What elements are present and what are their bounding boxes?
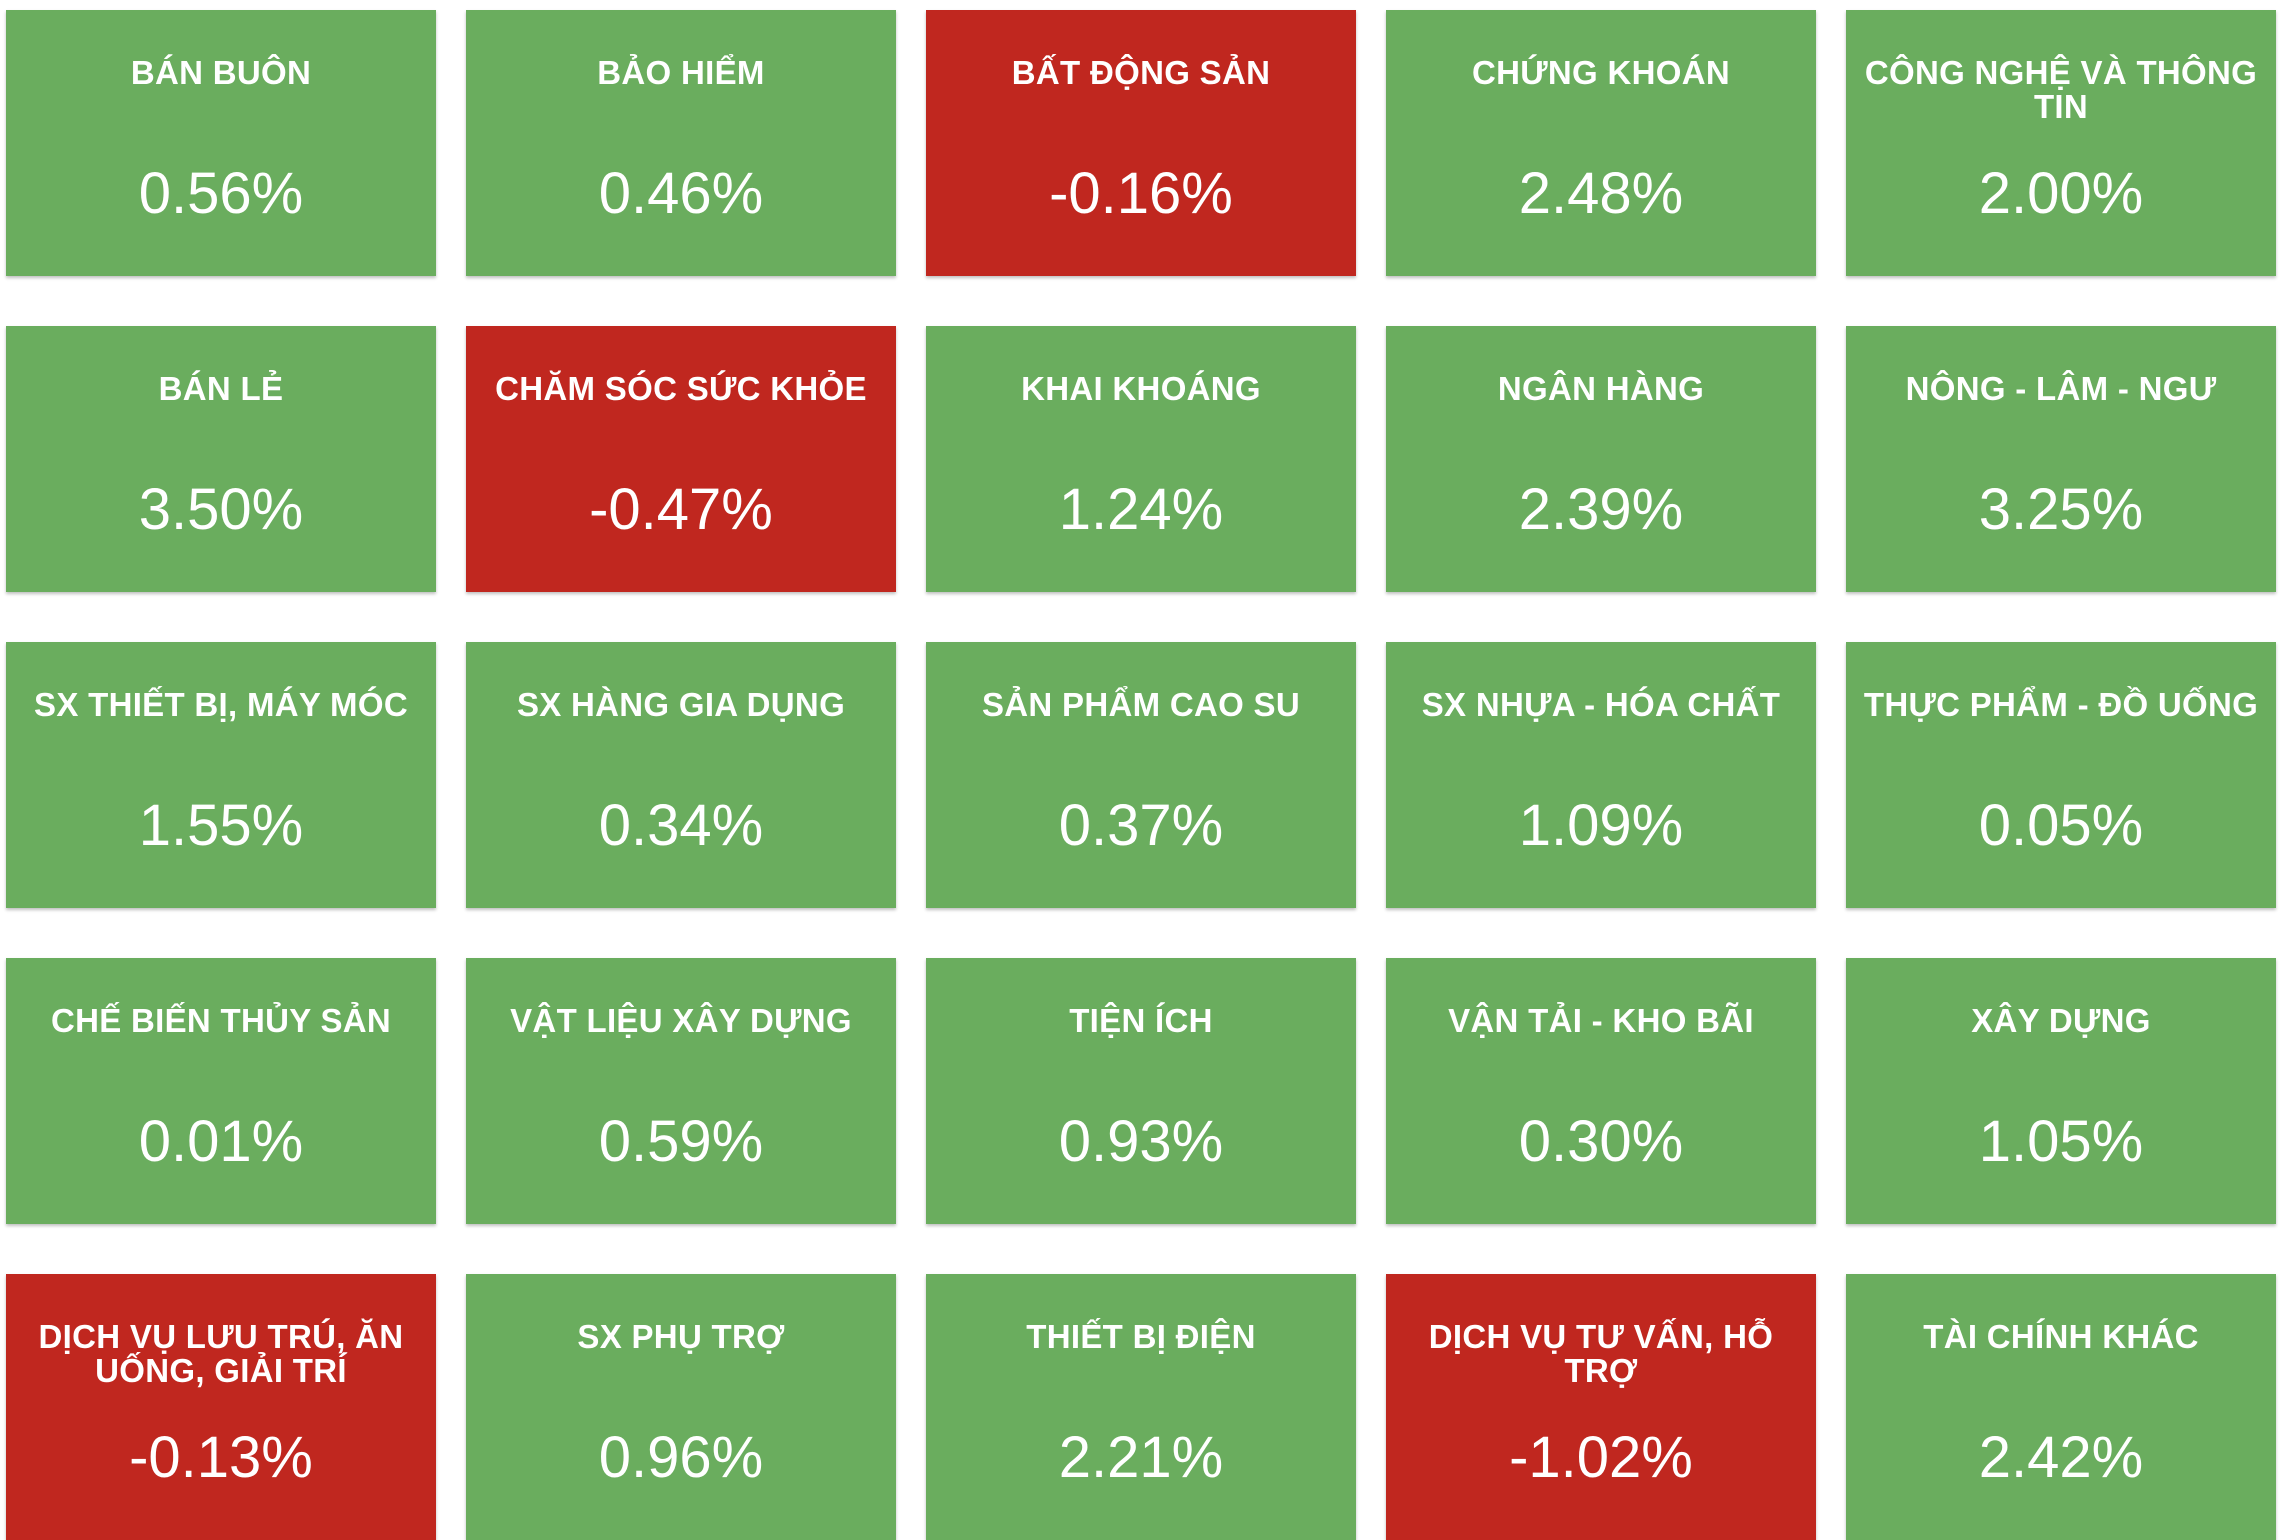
sector-change: 0.30% — [1518, 1109, 1684, 1174]
sector-tile[interactable]: BẢO HIỂM 0.46% — [466, 10, 896, 276]
sector-tile[interactable]: SX PHỤ TRỢ 0.96% — [466, 1274, 896, 1540]
sector-tile[interactable]: VẬN TẢI - KHO BÃI 0.30% — [1386, 958, 1816, 1224]
sector-tile[interactable]: BÁN BUÔN 0.56% — [6, 10, 436, 276]
sector-change: 0.59% — [598, 1109, 764, 1174]
sector-name: VẬT LIỆU XÂY DỰNG — [510, 1002, 852, 1039]
sector-tile[interactable]: CÔNG NGHỆ VÀ THÔNG TIN 2.00% — [1846, 10, 2276, 276]
sector-tile[interactable]: KHAI KHOÁNG 1.24% — [926, 326, 1356, 592]
sector-change: 0.46% — [598, 161, 764, 226]
sector-tile[interactable]: CHỨNG KHOÁN 2.48% — [1386, 10, 1816, 276]
sector-change: 0.37% — [1058, 793, 1224, 858]
sector-heatmap-grid: BÁN BUÔN 0.56% BẢO HIỂM 0.46% BẤT ĐỘNG S… — [6, 10, 2276, 1540]
sector-name: DỊCH VỤ TƯ VẤN, HỖ TRỢ — [1428, 1318, 1774, 1389]
sector-name: THIẾT BỊ ĐIỆN — [1026, 1318, 1256, 1355]
sector-change: 1.05% — [1978, 1109, 2144, 1174]
sector-name: CHỨNG KHOÁN — [1471, 54, 1730, 91]
sector-name: CÔNG NGHỆ VÀ THÔNG TIN — [1864, 54, 2258, 125]
sector-tile[interactable]: TIỆN ÍCH 0.93% — [926, 958, 1356, 1224]
sector-change: 2.21% — [1058, 1425, 1224, 1490]
sector-name: KHAI KHOÁNG — [1021, 370, 1261, 407]
sector-change: -0.47% — [589, 477, 773, 542]
sector-change: -1.02% — [1509, 1425, 1693, 1490]
sector-name: NÔNG - LÂM - NGƯ — [1905, 370, 2217, 407]
sector-tile[interactable]: NÔNG - LÂM - NGƯ 3.25% — [1846, 326, 2276, 592]
sector-tile[interactable]: BẤT ĐỘNG SẢN -0.16% — [926, 10, 1356, 276]
sector-name: THỰC PHẨM - ĐỒ UỐNG — [1863, 686, 2259, 723]
sector-change: 0.34% — [598, 793, 764, 858]
sector-change: 0.56% — [138, 161, 304, 226]
sector-name: XÂY DỰNG — [1971, 1002, 2151, 1039]
sector-tile[interactable]: SX THIẾT BỊ, MÁY MÓC 1.55% — [6, 642, 436, 908]
sector-change: 3.50% — [138, 477, 304, 542]
sector-name: SẢN PHẨM CAO SU — [981, 686, 1301, 723]
sector-tile[interactable]: SẢN PHẨM CAO SU 0.37% — [926, 642, 1356, 908]
sector-tile[interactable]: BÁN LẺ 3.50% — [6, 326, 436, 592]
sector-change: -0.16% — [1049, 161, 1233, 226]
sector-change: 2.48% — [1518, 161, 1684, 226]
sector-tile[interactable]: TÀI CHÍNH KHÁC 2.42% — [1846, 1274, 2276, 1540]
sector-change: -0.13% — [129, 1425, 313, 1490]
sector-change: 2.42% — [1978, 1425, 2144, 1490]
sector-tile[interactable]: XÂY DỰNG 1.05% — [1846, 958, 2276, 1224]
sector-tile[interactable]: NGÂN HÀNG 2.39% — [1386, 326, 1816, 592]
sector-name: BẢO HIỂM — [597, 54, 765, 91]
sector-name: NGÂN HÀNG — [1497, 370, 1705, 407]
sector-tile[interactable]: VẬT LIỆU XÂY DỰNG 0.59% — [466, 958, 896, 1224]
sector-name: CHẾ BIẾN THỦY SẢN — [50, 1002, 392, 1039]
sector-tile[interactable]: DỊCH VỤ TƯ VẤN, HỖ TRỢ -1.02% — [1386, 1274, 1816, 1540]
sector-name: CHĂM SÓC SỨC KHỎE — [495, 370, 867, 407]
sector-name: DỊCH VỤ LƯU TRÚ, ĂN UỐNG, GIẢI TRÍ — [38, 1318, 404, 1389]
sector-tile[interactable]: CHẾ BIẾN THỦY SẢN 0.01% — [6, 958, 436, 1224]
sector-tile[interactable]: DỊCH VỤ LƯU TRÚ, ĂN UỐNG, GIẢI TRÍ -0.13… — [6, 1274, 436, 1540]
sector-change: 0.01% — [138, 1109, 304, 1174]
sector-name: VẬN TẢI - KHO BÃI — [1448, 1002, 1754, 1039]
sector-change: 0.93% — [1058, 1109, 1224, 1174]
sector-change: 0.96% — [598, 1425, 764, 1490]
sector-tile[interactable]: SX HÀNG GIA DỤNG 0.34% — [466, 642, 896, 908]
sector-change: 1.24% — [1058, 477, 1224, 542]
sector-change: 2.39% — [1518, 477, 1684, 542]
sector-tile[interactable]: SX NHỰA - HÓA CHẤT 1.09% — [1386, 642, 1816, 908]
sector-name: SX NHỰA - HÓA CHẤT — [1421, 686, 1781, 723]
sector-name: TÀI CHÍNH KHÁC — [1923, 1318, 2199, 1355]
sector-change: 1.09% — [1518, 793, 1684, 858]
sector-tile[interactable]: CHĂM SÓC SỨC KHỎE -0.47% — [466, 326, 896, 592]
sector-name: BÁN LẺ — [158, 370, 284, 407]
sector-name: SX PHỤ TRỢ — [577, 1318, 785, 1355]
sector-tile[interactable]: THIẾT BỊ ĐIỆN 2.21% — [926, 1274, 1356, 1540]
sector-change: 3.25% — [1978, 477, 2144, 542]
sector-change: 1.55% — [138, 793, 304, 858]
sector-tile[interactable]: THỰC PHẨM - ĐỒ UỐNG 0.05% — [1846, 642, 2276, 908]
sector-change: 0.05% — [1978, 793, 2144, 858]
sector-name: BÁN BUÔN — [130, 54, 312, 91]
sector-name: BẤT ĐỘNG SẢN — [1011, 54, 1271, 91]
sector-change: 2.00% — [1978, 161, 2144, 226]
sector-name: TIỆN ÍCH — [1069, 1002, 1213, 1039]
sector-name: SX THIẾT BỊ, MÁY MÓC — [34, 686, 408, 723]
sector-name: SX HÀNG GIA DỤNG — [516, 686, 846, 723]
